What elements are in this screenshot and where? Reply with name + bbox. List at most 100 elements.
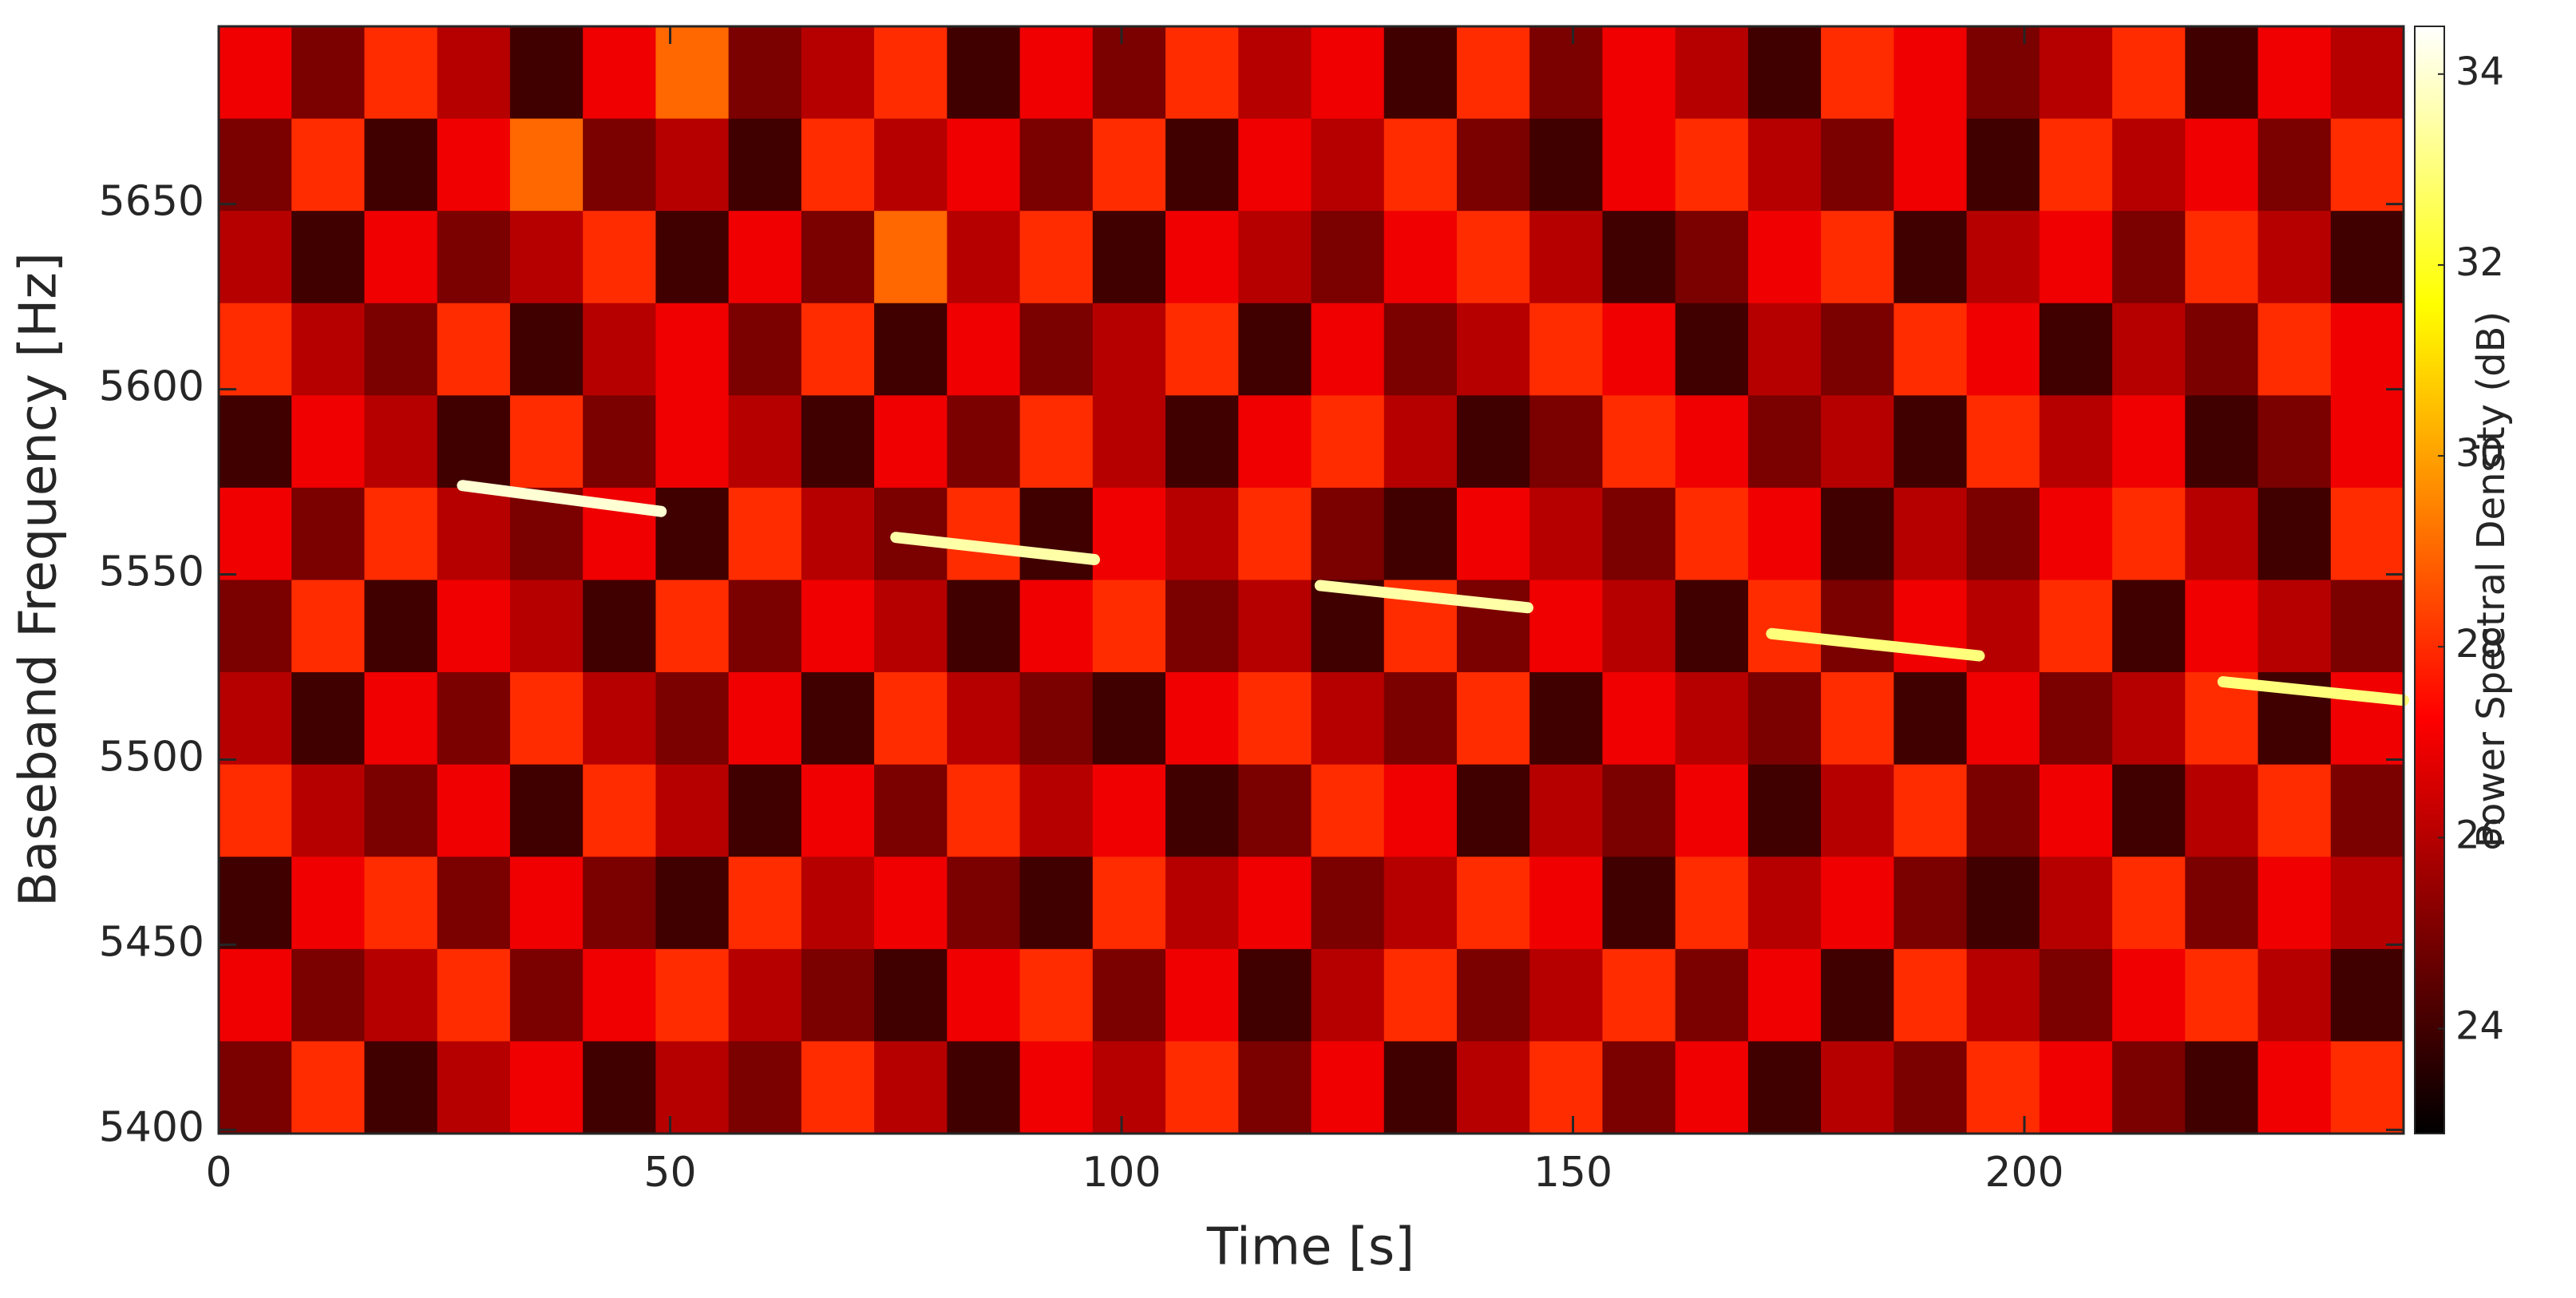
cell <box>1966 118 2040 212</box>
cell <box>655 303 730 396</box>
cell <box>291 948 365 1042</box>
cell <box>1456 948 1530 1042</box>
cell <box>728 487 802 580</box>
cell <box>1675 857 1749 950</box>
cell <box>655 857 730 950</box>
cell <box>219 580 292 673</box>
cell <box>1311 948 1385 1042</box>
cell <box>1456 487 1530 580</box>
cell <box>2039 1041 2113 1134</box>
cell <box>2112 303 2186 396</box>
cell <box>1238 395 1312 489</box>
cell <box>583 672 656 766</box>
cell <box>655 26 730 120</box>
cell <box>1529 118 1603 212</box>
cell <box>509 948 584 1042</box>
cell <box>1165 118 1239 212</box>
cell <box>1747 1041 1822 1134</box>
cell <box>2185 580 2259 673</box>
heatmap <box>219 26 2404 1134</box>
cell <box>655 487 730 580</box>
cell <box>364 395 438 489</box>
cell <box>1311 118 1385 212</box>
cell <box>291 764 365 857</box>
colorbar-tick-label: 26 <box>2455 813 2504 857</box>
cell <box>1238 211 1312 304</box>
cell <box>2112 948 2186 1042</box>
cell <box>1602 211 1676 304</box>
cell <box>1238 672 1312 766</box>
cell <box>1675 395 1749 489</box>
cell <box>437 303 511 396</box>
cell <box>947 857 1021 950</box>
cell <box>2112 857 2186 950</box>
cell <box>1019 211 1094 304</box>
x-tick-label: 100 <box>1082 1149 1161 1197</box>
cell <box>1893 118 1968 212</box>
cell <box>947 487 1021 580</box>
signal-track <box>2217 676 2409 706</box>
cell <box>291 26 365 120</box>
cell <box>1165 764 1239 857</box>
cell <box>2185 857 2259 950</box>
cell <box>364 211 438 304</box>
cell <box>2039 672 2113 766</box>
cell <box>1966 26 2040 120</box>
cell <box>1311 395 1385 489</box>
cell <box>291 211 365 304</box>
cell <box>728 211 802 304</box>
cell <box>291 395 365 489</box>
cell <box>509 395 584 489</box>
cell <box>437 1041 511 1134</box>
cell <box>1311 1041 1385 1134</box>
cell <box>2185 211 2259 304</box>
cell <box>2330 580 2404 673</box>
signal-track <box>1314 580 1533 614</box>
cell <box>2330 487 2404 580</box>
signal-track <box>1766 627 1985 662</box>
cell <box>1602 303 1676 396</box>
cell <box>1092 948 1166 1042</box>
cell <box>364 487 438 580</box>
cell <box>2257 118 2332 212</box>
cell <box>1529 857 1603 950</box>
cell <box>947 1041 1021 1134</box>
cell <box>2330 26 2404 120</box>
cell <box>1238 26 1312 120</box>
cell <box>1675 764 1749 857</box>
cell <box>364 303 438 396</box>
cell <box>2330 857 2404 950</box>
cell <box>2330 211 2404 304</box>
cell <box>583 303 656 396</box>
colorbar <box>2414 26 2445 1134</box>
cell <box>219 948 292 1042</box>
cell <box>655 1041 730 1134</box>
cell <box>1238 764 1312 857</box>
plot-frame <box>217 25 2405 1135</box>
cell <box>1383 672 1458 766</box>
cell <box>219 764 292 857</box>
cell <box>2330 303 2404 396</box>
colorbar-label: Power Spectral Density (dB) <box>2469 311 2514 848</box>
cell <box>1019 395 1094 489</box>
cell <box>1893 303 1968 396</box>
cell <box>219 1041 292 1134</box>
cell <box>801 118 875 212</box>
cell <box>291 1041 365 1134</box>
cell <box>1238 118 1312 212</box>
cell <box>1238 948 1312 1042</box>
cell <box>219 672 292 766</box>
cell <box>1092 211 1166 304</box>
cell <box>1456 303 1530 396</box>
cell <box>801 487 875 580</box>
cell <box>728 672 802 766</box>
colorbar-tick-label: 24 <box>2455 1003 2504 1048</box>
cell <box>874 118 948 212</box>
cell <box>1529 1041 1603 1134</box>
cell <box>1602 1041 1676 1134</box>
cell <box>1747 948 1822 1042</box>
tracks <box>457 480 2409 706</box>
cell <box>1821 1041 1894 1134</box>
cell <box>1383 395 1458 489</box>
